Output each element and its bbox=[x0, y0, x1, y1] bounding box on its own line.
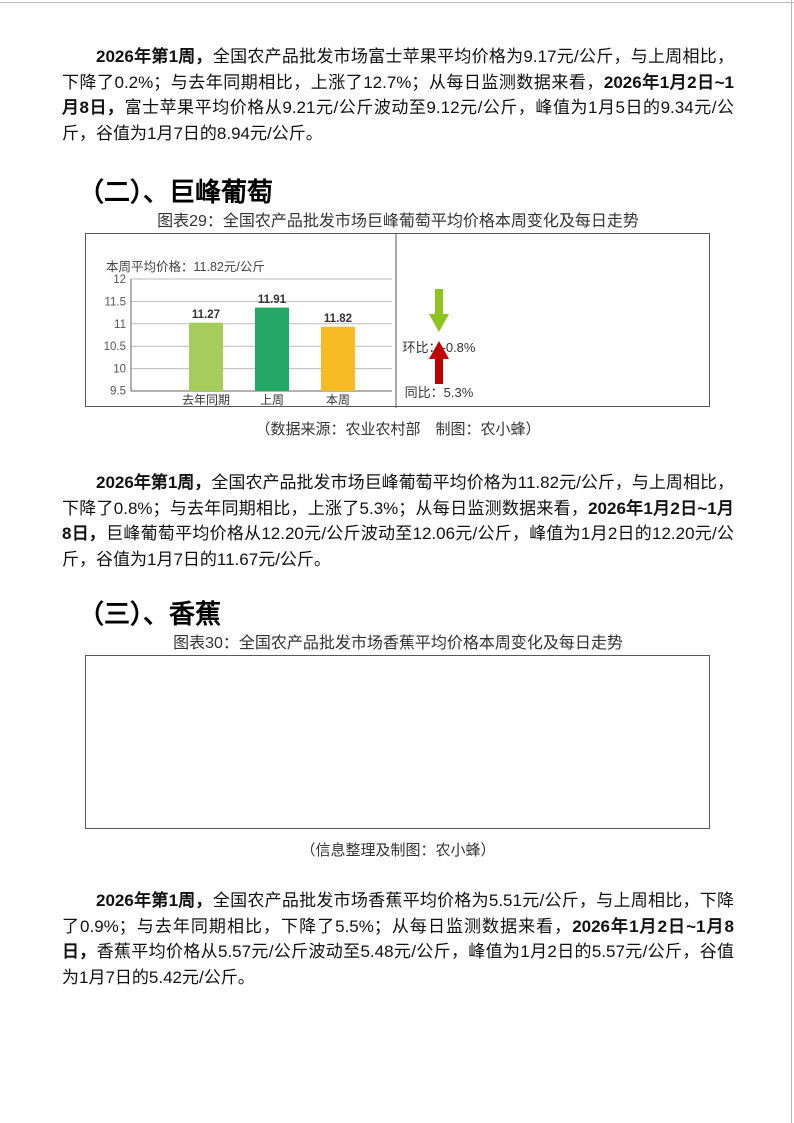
svg-text:10: 10 bbox=[113, 364, 126, 376]
svg-text:去年同期: 去年同期 bbox=[182, 393, 230, 407]
svg-text:11: 11 bbox=[114, 319, 126, 331]
svg-text:12: 12 bbox=[113, 274, 126, 286]
svg-text:本周: 本周 bbox=[326, 393, 350, 407]
svg-text:同比：5.3%: 同比：5.3% bbox=[405, 385, 474, 400]
svg-text:9.5: 9.5 bbox=[110, 386, 126, 398]
svg-text:10.5: 10.5 bbox=[104, 341, 126, 353]
svg-text:11.82: 11.82 bbox=[324, 313, 352, 325]
svg-text:本周平均价格：11.82元/公斤: 本周平均价格：11.82元/公斤 bbox=[106, 259, 265, 274]
svg-text:11.5: 11.5 bbox=[104, 296, 126, 308]
svg-text:11.27: 11.27 bbox=[192, 309, 220, 321]
svg-text:11.91: 11.91 bbox=[258, 294, 287, 306]
svg-text:上周: 上周 bbox=[260, 393, 284, 407]
